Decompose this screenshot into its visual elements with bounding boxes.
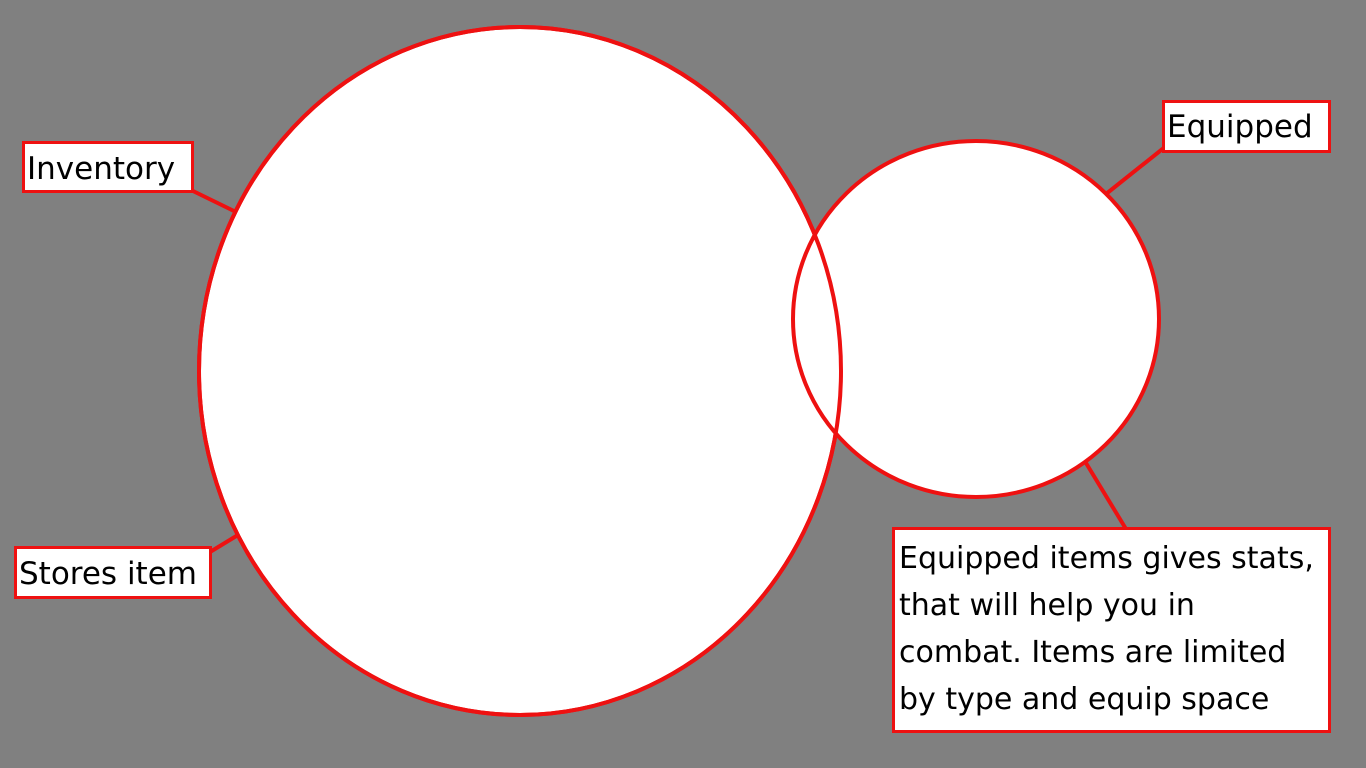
equipped-connector: [1104, 145, 1167, 196]
equipped-label: Equipped: [1162, 100, 1331, 153]
inventory-circle-outline: [197, 25, 843, 717]
equipped-description-label: Equipped items gives stats, that will he…: [892, 527, 1331, 733]
description-connector: [1084, 461, 1128, 531]
stores-item-label: Stores item: [14, 546, 212, 599]
inventory-connector: [192, 189, 237, 214]
equipped-circle: [791, 139, 1161, 499]
inventory-circle: [197, 25, 843, 717]
stores-item-connector: [208, 533, 240, 554]
inventory-label: Inventory: [22, 141, 194, 193]
